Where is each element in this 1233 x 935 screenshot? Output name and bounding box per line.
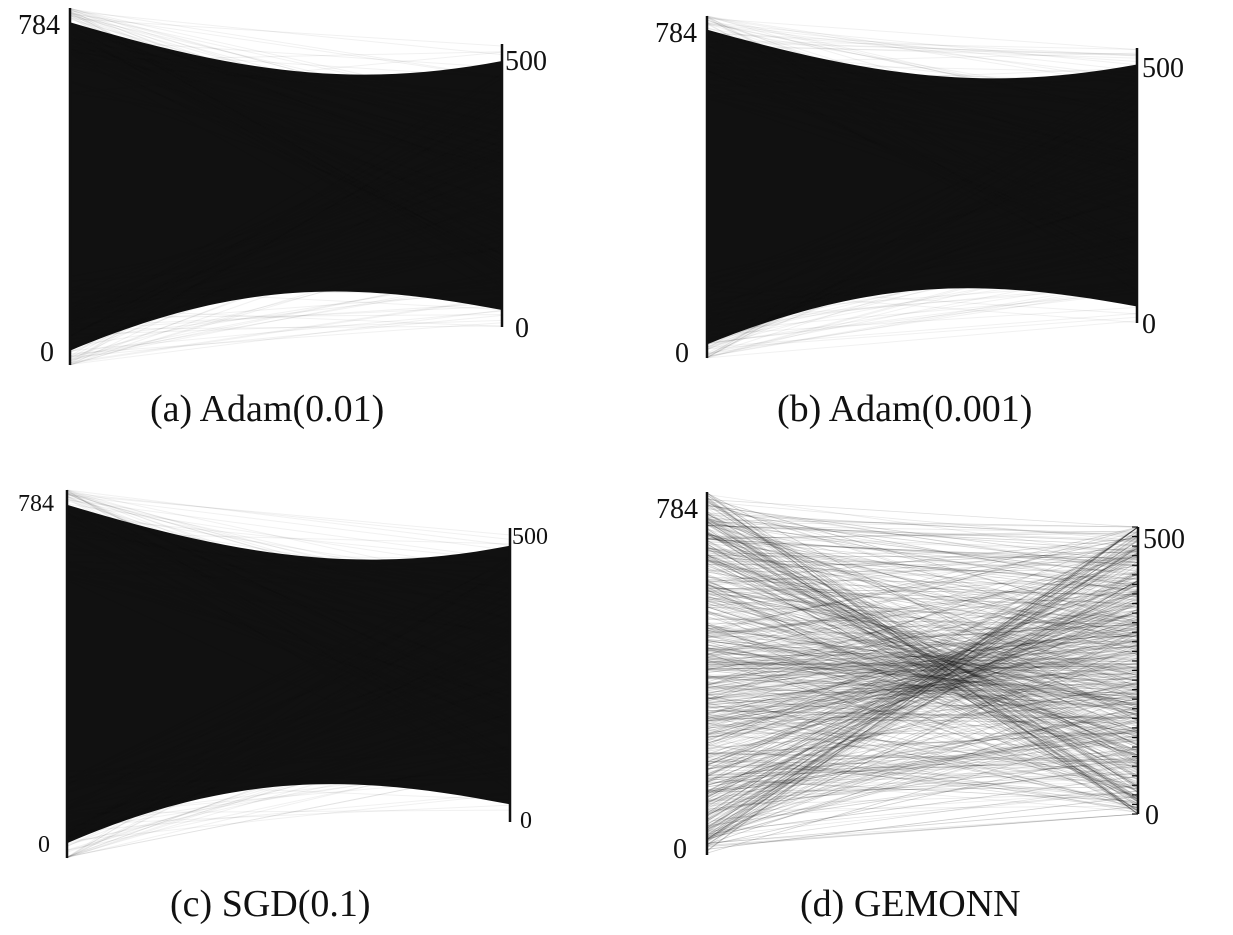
caption-text: Adam(0.01) [199, 388, 385, 430]
panel-a: 784 0 500 0 [0, 0, 600, 440]
caption-c: (c) SGD(0.1) [170, 882, 371, 926]
output-max-label: 500 [512, 524, 548, 550]
caption-text: Adam(0.001) [828, 388, 1033, 430]
caption-label: (d) [800, 883, 845, 925]
output-min-label: 0 [1142, 309, 1156, 340]
input-min-label: 0 [38, 832, 50, 858]
input-min-label: 0 [673, 834, 687, 865]
connectivity-plot-c [65, 489, 512, 859]
output-min-label: 0 [520, 808, 532, 834]
dense-edge-mass [70, 22, 502, 351]
caption-label: (c) [170, 883, 213, 925]
edge-lines [706, 492, 1139, 854]
input-min-label: 0 [40, 337, 54, 368]
panel-d: 784 0 500 0 [640, 470, 1233, 890]
caption-label: (a) [150, 388, 193, 430]
caption-text: SGD(0.1) [221, 883, 371, 925]
output-min-label: 0 [1145, 800, 1159, 831]
connectivity-plot-a [68, 7, 504, 366]
input-max-label: 784 [18, 491, 54, 517]
panel-b: 784 0 500 0 [640, 0, 1233, 440]
input-max-label: 784 [655, 18, 697, 49]
input-min-label: 0 [675, 338, 689, 369]
input-max-label: 784 [18, 10, 60, 41]
panel-c: 784 0 500 0 [0, 470, 600, 890]
caption-label: (b) [777, 388, 822, 430]
caption-a: (a) Adam(0.01) [150, 387, 384, 431]
caption-b: (b) Adam(0.001) [777, 387, 1032, 431]
caption-text: GEMONN [853, 883, 1021, 925]
output-max-label: 500 [1143, 524, 1185, 555]
dense-edge-mass [67, 504, 510, 844]
connectivity-plot-b [705, 15, 1139, 359]
output-max-label: 500 [1142, 53, 1184, 84]
connectivity-plot-d [705, 492, 1140, 855]
caption-d: (d) GEMONN [800, 882, 1021, 926]
edge-lines [69, 7, 503, 366]
edge-lines [66, 489, 511, 859]
edge-lines [706, 15, 1138, 359]
output-max-label: 500 [505, 46, 547, 77]
input-max-label: 784 [656, 494, 698, 525]
dense-edge-mass [707, 29, 1137, 345]
output-min-label: 0 [515, 313, 529, 344]
